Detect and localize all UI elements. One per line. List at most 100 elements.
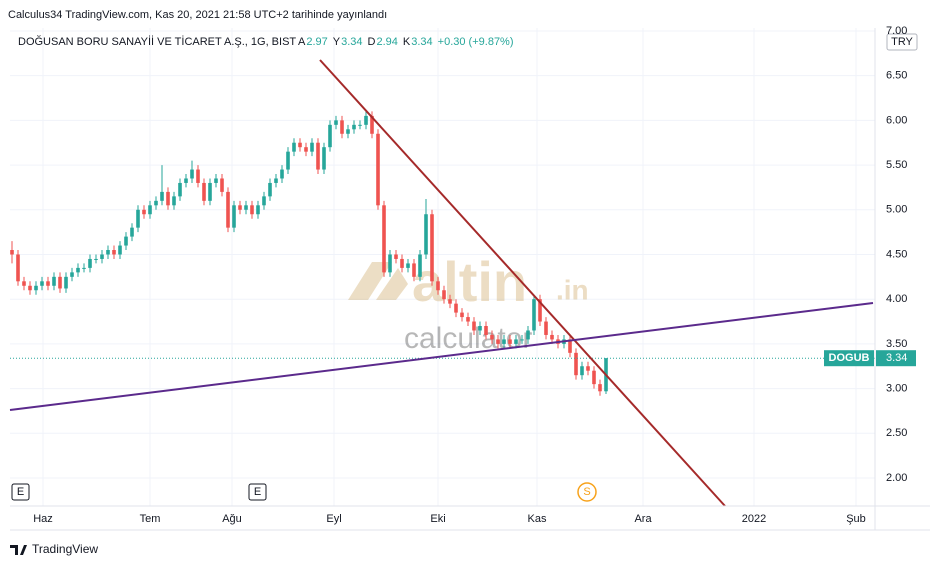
candle-body	[214, 178, 218, 183]
candle-body	[88, 258, 92, 268]
candle-body	[496, 339, 500, 344]
candle-body	[418, 254, 422, 277]
footer-brand: TradingView	[32, 542, 98, 556]
candle-body	[298, 142, 302, 148]
candle-body	[358, 124, 362, 126]
legend: DOĞUSAN BORU SANAYİİ VE TİCARET A.Ş., 1G…	[18, 35, 514, 48]
price-label: 3.34	[886, 352, 907, 364]
candle-body	[310, 142, 314, 152]
candle-body	[268, 182, 272, 197]
watermark-text: calculator	[404, 322, 532, 355]
candle-body	[124, 236, 128, 246]
candle-body	[598, 384, 602, 392]
published-note: Calculus34 TradingView.com, Kas 20, 2021…	[8, 9, 387, 21]
candle-body	[454, 303, 458, 313]
y-tick-label: 4.50	[886, 248, 907, 260]
y-tick-label: 6.00	[886, 114, 907, 126]
candle-body	[280, 169, 284, 179]
candle-body	[58, 276, 62, 289]
candle-body	[190, 169, 194, 179]
candle-body	[244, 205, 248, 210]
candle-body	[154, 200, 158, 206]
footer-logo: TradingView	[10, 542, 98, 556]
watermark-text: altin	[412, 250, 527, 313]
x-tick-label: Eyl	[326, 513, 341, 525]
candle-body	[382, 205, 386, 273]
candle-body	[574, 352, 578, 376]
y-tick-label: 3.00	[886, 383, 907, 395]
trend-line	[319, 59, 726, 507]
candle-body	[442, 290, 446, 300]
candle-body	[172, 196, 176, 206]
candle-body	[76, 267, 80, 273]
event-marker[interactable]	[11, 483, 30, 501]
event-marker[interactable]	[248, 483, 267, 501]
x-tick-label: Ara	[634, 513, 652, 525]
candle-body	[484, 326, 488, 335]
event-markers: E E S	[11, 482, 597, 502]
candle-body	[472, 321, 476, 331]
candle-body	[346, 129, 350, 134]
candle-body	[262, 196, 266, 206]
candle-body	[16, 254, 20, 282]
currency-badge[interactable]	[886, 33, 918, 51]
x-tick-label: 2022	[742, 513, 766, 525]
candle-body	[532, 299, 536, 331]
event-marker[interactable]	[577, 482, 597, 502]
watermark-text: .in	[556, 274, 589, 305]
candle-body	[376, 133, 380, 206]
candle-body	[148, 205, 152, 215]
trend-line	[9, 302, 874, 411]
x-tick-label: Kas	[528, 513, 547, 525]
candle-body	[328, 124, 332, 148]
candle-body	[256, 205, 260, 215]
candle-body	[82, 267, 86, 269]
candle-body	[430, 214, 434, 282]
candle-body	[28, 285, 32, 291]
candle-body	[232, 205, 236, 228]
candle-body	[220, 178, 224, 192]
ohlc-letter: K	[403, 36, 411, 48]
currency: TRY	[891, 36, 913, 48]
y-tick-label: 5.50	[886, 159, 907, 171]
candle-body	[64, 276, 68, 289]
candle-body	[394, 254, 398, 259]
y-tick-label: 2.50	[886, 427, 907, 439]
candle-body	[364, 115, 368, 125]
candle-body	[46, 281, 50, 286]
candle-body	[544, 321, 548, 335]
y-tick-label: 7.00	[886, 25, 907, 37]
ticker-label: DOGUB	[829, 352, 870, 364]
candle-body	[322, 147, 326, 170]
candle-body	[424, 214, 428, 255]
candle-body	[184, 178, 188, 183]
candle-body	[112, 250, 116, 255]
candle-body	[388, 254, 392, 273]
event-marker-label: E	[254, 486, 261, 498]
candle-body	[196, 169, 200, 183]
candle-body	[502, 339, 506, 344]
candle-body	[160, 191, 164, 201]
candle-body	[316, 142, 320, 170]
event-marker-label: E	[17, 486, 24, 498]
candle-body	[592, 370, 596, 385]
candle-body	[586, 366, 590, 371]
candle-body	[370, 115, 374, 134]
candle-body	[100, 254, 104, 259]
candle-body	[130, 227, 134, 237]
candle-body	[118, 245, 122, 255]
candle-body	[478, 326, 482, 331]
x-tick-label: Eki	[430, 513, 445, 525]
candle-body	[340, 120, 344, 134]
candle-body	[94, 258, 98, 260]
logo-icon	[10, 545, 27, 555]
candle-body	[568, 339, 572, 353]
event-marker-label: S	[583, 486, 590, 498]
candle-body	[10, 250, 14, 255]
candle-body	[136, 209, 140, 228]
x-tick-label: Haz	[33, 513, 53, 525]
candle-body	[448, 299, 452, 304]
candle-body	[352, 124, 356, 130]
candle-body	[508, 339, 512, 344]
